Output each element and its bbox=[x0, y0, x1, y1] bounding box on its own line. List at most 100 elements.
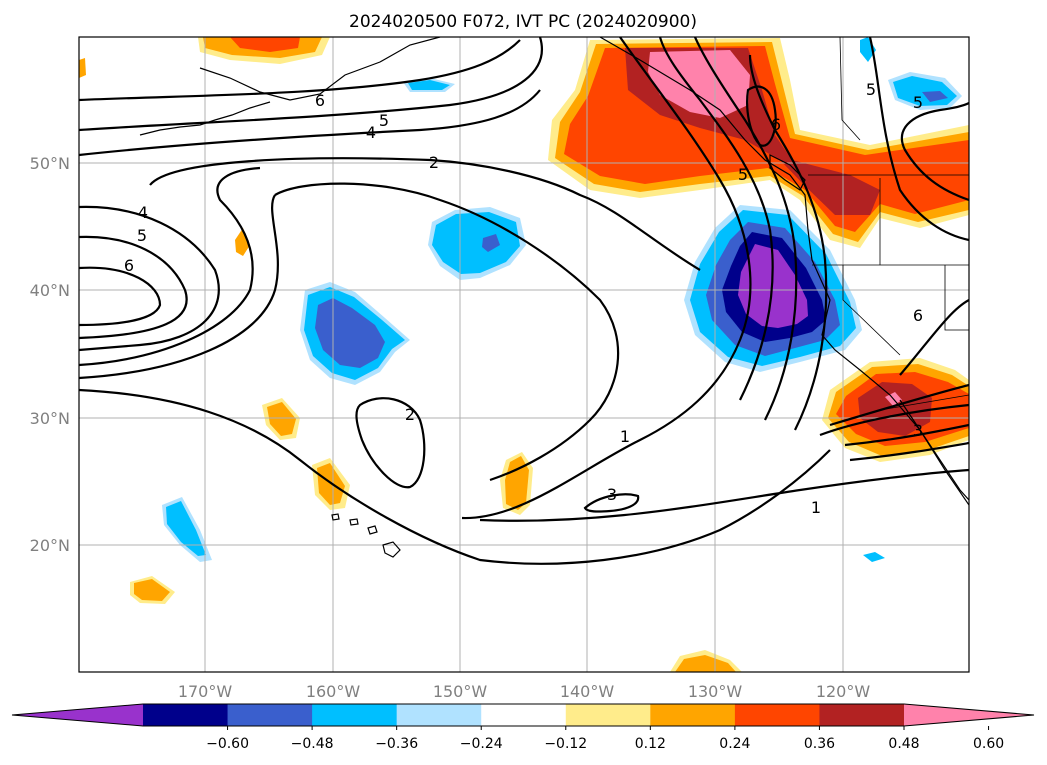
colorbar-ticks: −0.60 −0.48 −0.36 −0.24 −0.12 0.12 0.24 0.36 0.4… bbox=[206, 726, 1004, 752]
contour-label: 1 bbox=[620, 427, 630, 446]
colorbar-tick-label: −0.60 bbox=[206, 736, 249, 752]
us-mexico-border bbox=[879, 394, 969, 411]
contour-label: 5 bbox=[738, 165, 748, 184]
anomaly-hawaii-e bbox=[505, 456, 529, 510]
anomaly-small-3 bbox=[134, 579, 170, 601]
contour-label: 5 bbox=[866, 80, 876, 99]
colorbar-tick-label: −0.12 bbox=[544, 736, 587, 752]
lat-tick-label: 30°N bbox=[30, 409, 70, 428]
colorbar-tick-label: 0.24 bbox=[719, 736, 750, 752]
alaska-coast bbox=[199, 37, 441, 101]
contour-nw-2 bbox=[900, 102, 969, 202]
anomaly-nc-mediumblue bbox=[482, 234, 500, 252]
hawaii-maui bbox=[367, 525, 378, 535]
contour-3-large bbox=[79, 388, 831, 565]
lat-tick-labels: 50°N 40°N 30°N 20°N bbox=[30, 154, 70, 555]
contour-6-north bbox=[79, 39, 521, 102]
colorbar-segment bbox=[143, 704, 229, 726]
colorbar-extend-right bbox=[904, 704, 1034, 726]
hawaii-kauai bbox=[331, 513, 340, 521]
anomaly-nc-blue bbox=[432, 212, 520, 274]
vancouver-island bbox=[769, 154, 806, 191]
contour-label: 6 bbox=[913, 306, 923, 325]
colorbar: −0.60 −0.48 −0.36 −0.24 −0.12 0.12 0.24 0.36 0.4… bbox=[11, 703, 1035, 752]
anomaly-ne-pacific-pink bbox=[648, 50, 750, 118]
contour-labels: 6 5 4 2 4 5 6 5 5 6 5 6 2 1 3 1 3 bbox=[124, 80, 923, 517]
contour-1-lower bbox=[479, 468, 969, 522]
anomaly-gulf-mediumblue bbox=[922, 91, 948, 102]
colorbar-tick-label: 0.48 bbox=[888, 736, 919, 752]
colorbar-segment bbox=[396, 704, 482, 726]
anomaly-bottom bbox=[675, 655, 736, 672]
anomaly-small-2 bbox=[267, 402, 296, 436]
anomaly-bc-blue-small bbox=[860, 37, 876, 62]
colorbar-segment bbox=[819, 704, 905, 726]
contour-inner-loop bbox=[274, 182, 620, 482]
map-frame bbox=[78, 36, 970, 673]
contour-label: 3 bbox=[913, 421, 923, 440]
anomaly-south-blue bbox=[863, 552, 885, 562]
contour-2-loop bbox=[355, 397, 426, 489]
contour-2-main bbox=[149, 157, 701, 271]
contour-ca-7 bbox=[849, 441, 969, 462]
anomaly-small-4 bbox=[235, 228, 250, 256]
contour-label: 2 bbox=[405, 405, 415, 424]
colorbar-segment bbox=[227, 704, 313, 726]
map-background bbox=[79, 37, 969, 672]
contour-label: 4 bbox=[138, 203, 148, 222]
contour-lines bbox=[79, 37, 969, 565]
contour-5-north bbox=[79, 37, 543, 132]
lon-tick-label: 170°W bbox=[178, 682, 233, 701]
contour-ca-1 bbox=[658, 37, 774, 401]
contour-label: 5 bbox=[913, 93, 923, 112]
borders bbox=[808, 37, 969, 411]
colorbar-tick-label: −0.48 bbox=[291, 736, 334, 752]
contour-outer-west bbox=[79, 166, 261, 367]
contour-ca-4 bbox=[819, 403, 969, 437]
colorbar-tick-label: 0.60 bbox=[973, 736, 1004, 752]
state-border-ca-nv bbox=[842, 265, 901, 356]
anomaly-small-5 bbox=[79, 58, 86, 78]
positive-anomaly-shading bbox=[79, 37, 969, 672]
lon-tick-label: 160°W bbox=[306, 682, 361, 701]
lat-tick-label: 40°N bbox=[30, 281, 70, 300]
contour-ca-2 bbox=[693, 37, 798, 421]
colorbar-tick-label: 0.12 bbox=[635, 736, 666, 752]
lon-tick-labels: 170°W 160°W 150°W 140°W 130°W 120°W bbox=[178, 682, 871, 701]
baja-coast bbox=[899, 399, 969, 501]
lon-tick-label: 120°W bbox=[816, 682, 871, 701]
contour-label: 6 bbox=[124, 256, 134, 275]
contour-label: 1 bbox=[811, 498, 821, 517]
colorbar-outline bbox=[11, 703, 1035, 727]
colorbar-segment bbox=[565, 704, 651, 726]
hawaii-big-island bbox=[382, 541, 401, 558]
contour-az bbox=[899, 299, 969, 376]
state-border-az bbox=[944, 265, 969, 331]
colorbar-tick-label: −0.24 bbox=[460, 736, 503, 752]
anomaly-bering-red bbox=[230, 37, 300, 52]
contour-label: 5 bbox=[137, 226, 147, 245]
contour-ca-5 bbox=[829, 383, 969, 427]
coastlines bbox=[139, 37, 969, 558]
contour-nw-1 bbox=[868, 37, 969, 242]
na-west-coast bbox=[599, 37, 969, 506]
colorbar-segment bbox=[650, 704, 736, 726]
contour-bc-loop bbox=[746, 85, 777, 147]
negative-anomaly-shading bbox=[162, 37, 962, 562]
contour-4-north bbox=[79, 89, 541, 157]
contour-3-small bbox=[583, 493, 640, 513]
contour-label: 6 bbox=[771, 115, 781, 134]
colorbar-tick-label: 0.36 bbox=[804, 736, 835, 752]
contour-6-west bbox=[79, 266, 162, 327]
contour-1-east bbox=[461, 37, 752, 520]
contour-ca-3 bbox=[748, 54, 828, 431]
map-panel: 6 5 4 2 4 5 6 5 5 6 5 6 2 1 3 1 3 bbox=[78, 36, 970, 673]
contour-label: 3 bbox=[607, 485, 617, 504]
colorbar-segments bbox=[143, 704, 905, 726]
alaska-canada-border bbox=[839, 37, 861, 141]
contour-4-west bbox=[79, 205, 220, 352]
colorbar-extend-left bbox=[12, 704, 143, 726]
lon-tick-label: 130°W bbox=[688, 682, 743, 701]
contour-5-west bbox=[79, 235, 188, 340]
